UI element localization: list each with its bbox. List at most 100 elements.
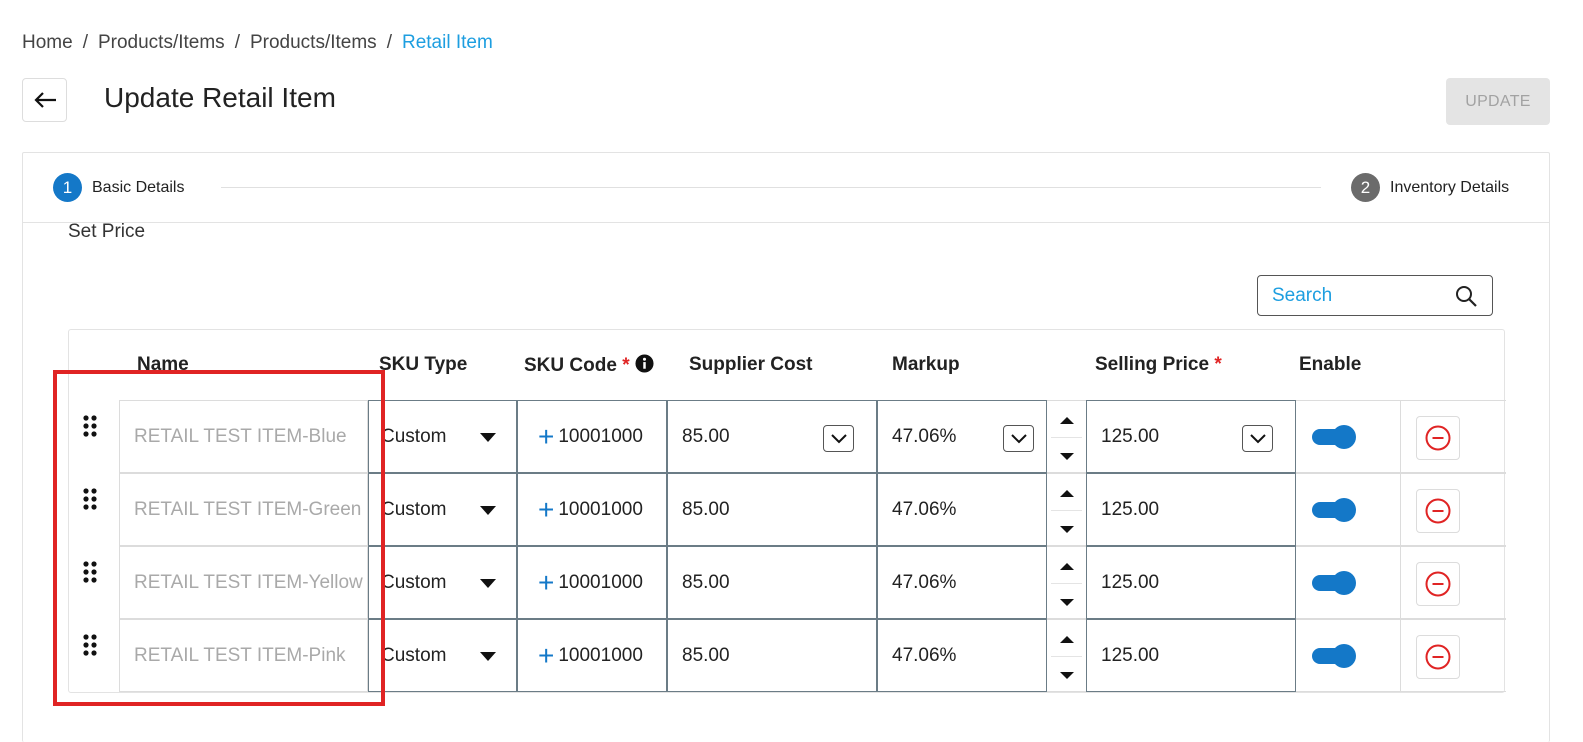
- markup-value: 47.06%: [892, 425, 957, 447]
- plus-icon[interactable]: +: [538, 493, 555, 525]
- remove-row-button[interactable]: [1416, 416, 1460, 460]
- caret-down-icon[interactable]: [1060, 526, 1074, 533]
- sku-code-field[interactable]: + 10001000: [517, 619, 667, 692]
- step-inventory-details[interactable]: 2 Inventory Details: [1351, 173, 1509, 202]
- sku-type-select[interactable]: Custom: [368, 400, 517, 473]
- sku-type-select[interactable]: Custom: [368, 619, 517, 692]
- name-input[interactable]: RETAIL TEST ITEM-Blue: [119, 400, 368, 473]
- page-title: Update Retail Item: [104, 82, 336, 113]
- sku-code-field[interactable]: + 10001000: [517, 546, 667, 619]
- enable-cell: [1296, 473, 1401, 546]
- drag-handle-icon[interactable]: [82, 560, 98, 584]
- sku-code-field[interactable]: + 10001000: [517, 473, 667, 546]
- required-marker: *: [1214, 354, 1222, 375]
- caret-down-icon[interactable]: [1060, 599, 1074, 606]
- sku-code-field[interactable]: + 10001000: [517, 400, 667, 473]
- caret-down-icon[interactable]: [1060, 453, 1074, 460]
- caret-down-icon[interactable]: [1060, 672, 1074, 679]
- selling-price-input[interactable]: 125.00: [1086, 619, 1296, 692]
- name-input[interactable]: RETAIL TEST ITEM-Pink: [119, 619, 368, 692]
- supplier-cost-input[interactable]: 85.00: [667, 619, 877, 692]
- plus-icon[interactable]: +: [538, 639, 555, 671]
- table-row: RETAIL TEST ITEM-Yellow Custom + 1000100…: [69, 546, 1506, 619]
- caret-up-icon[interactable]: [1060, 490, 1074, 497]
- name-input[interactable]: RETAIL TEST ITEM-Green: [119, 473, 368, 546]
- enable-cell: [1296, 619, 1401, 692]
- caret-up-icon[interactable]: [1060, 636, 1074, 643]
- enable-toggle[interactable]: [1312, 425, 1356, 449]
- arrow-left-icon: [33, 92, 56, 108]
- markup-stepper[interactable]: [1047, 400, 1086, 473]
- search-icon[interactable]: [1454, 284, 1478, 308]
- selling-price-dropdown-button[interactable]: [1242, 425, 1273, 452]
- sku-code-value: 10001000: [558, 498, 643, 520]
- sku-type-select[interactable]: Custom: [368, 473, 517, 546]
- drag-handle-icon[interactable]: [82, 487, 98, 511]
- remove-row-button[interactable]: [1416, 489, 1460, 533]
- breadcrumb-separator: /: [234, 32, 240, 53]
- divider: [1051, 437, 1082, 438]
- markup-input[interactable]: 47.06%: [877, 619, 1047, 692]
- column-header-sku-code: SKU Code *: [524, 354, 654, 377]
- drag-handle-icon[interactable]: [82, 414, 98, 438]
- markup-dropdown-button[interactable]: [1003, 425, 1034, 452]
- column-header-sku-type: SKU Type: [379, 354, 468, 375]
- selling-price-value: 125.00: [1101, 644, 1160, 666]
- caret-down-icon: [480, 652, 496, 661]
- markup-input[interactable]: 47.06%: [877, 473, 1047, 546]
- step-number: 2: [1351, 173, 1380, 202]
- form-card: 1 Basic Details 2 Inventory Details Set …: [22, 152, 1550, 742]
- step-label: Basic Details: [92, 178, 185, 196]
- update-button[interactable]: UPDATE: [1446, 78, 1550, 125]
- supplier-cost-input[interactable]: 85.00: [667, 473, 877, 546]
- supplier-cost-input[interactable]: 85.00: [667, 546, 877, 619]
- sku-code-value: 10001000: [558, 644, 643, 666]
- selling-price-value: 125.00: [1101, 498, 1160, 520]
- markup-input[interactable]: 47.06%: [877, 400, 1047, 473]
- sku-type-value: Custom: [381, 498, 447, 520]
- sku-type-select[interactable]: Custom: [368, 546, 517, 619]
- markup-stepper[interactable]: [1047, 546, 1086, 619]
- selling-price-input[interactable]: 125.00: [1086, 400, 1296, 473]
- selling-price-input[interactable]: 125.00: [1086, 473, 1296, 546]
- enable-cell: [1296, 400, 1401, 473]
- step-number: 1: [53, 173, 82, 202]
- markup-stepper[interactable]: [1047, 619, 1086, 692]
- markup-input[interactable]: 47.06%: [877, 546, 1047, 619]
- breadcrumb-separator: /: [82, 32, 88, 53]
- supplier-cost-dropdown-button[interactable]: [823, 425, 854, 452]
- plus-icon[interactable]: +: [538, 420, 555, 452]
- price-table: Name SKU Type SKU Code * Supplier Cost M…: [68, 329, 1506, 693]
- enable-toggle[interactable]: [1312, 644, 1356, 668]
- markup-stepper[interactable]: [1047, 473, 1086, 546]
- info-icon[interactable]: [635, 354, 654, 373]
- remove-cell: [1401, 400, 1506, 473]
- drag-handle-icon[interactable]: [82, 633, 98, 657]
- plus-icon[interactable]: +: [538, 566, 555, 598]
- selling-price-value: 125.00: [1101, 571, 1160, 593]
- breadcrumb-home[interactable]: Home: [22, 32, 73, 53]
- breadcrumb-separator: /: [386, 32, 392, 53]
- enable-toggle[interactable]: [1312, 498, 1356, 522]
- step-basic-details[interactable]: 1 Basic Details: [53, 173, 184, 202]
- stepper: 1 Basic Details 2 Inventory Details: [23, 153, 1549, 223]
- minus-circle-icon: [1425, 498, 1451, 524]
- minus-circle-icon: [1425, 644, 1451, 670]
- breadcrumb: Home / Products/Items / Products/Items /…: [22, 32, 493, 54]
- name-input[interactable]: RETAIL TEST ITEM-Yellow: [119, 546, 368, 619]
- enable-cell: [1296, 546, 1401, 619]
- breadcrumb-products-items-1[interactable]: Products/Items: [97, 32, 225, 53]
- search-input[interactable]: [1272, 284, 1454, 307]
- breadcrumb-products-items-2[interactable]: Products/Items: [249, 32, 377, 53]
- column-header-label: SKU Code: [524, 355, 617, 376]
- remove-row-button[interactable]: [1416, 562, 1460, 606]
- caret-up-icon[interactable]: [1060, 563, 1074, 570]
- back-button[interactable]: [22, 78, 67, 122]
- selling-price-input[interactable]: 125.00: [1086, 546, 1296, 619]
- caret-up-icon[interactable]: [1060, 417, 1074, 424]
- divider: [1051, 583, 1082, 584]
- remove-row-button[interactable]: [1416, 635, 1460, 679]
- supplier-cost-input[interactable]: 85.00: [667, 400, 877, 473]
- markup-value: 47.06%: [892, 571, 957, 593]
- enable-toggle[interactable]: [1312, 571, 1356, 595]
